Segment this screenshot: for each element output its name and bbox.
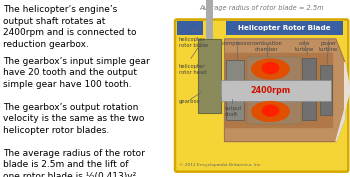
Bar [302,58,316,120]
Bar [226,21,343,35]
Ellipse shape [251,58,290,80]
Text: © 2012 Encyclopædia Britannica, Inc.: © 2012 Encyclopædia Britannica, Inc. [178,163,261,167]
Ellipse shape [254,62,283,78]
Polygon shape [224,39,345,142]
Text: gearbox: gearbox [178,99,200,104]
Ellipse shape [262,104,279,117]
Bar [320,65,332,115]
Ellipse shape [251,101,290,122]
Ellipse shape [254,104,283,120]
Text: The gearbox’s input simple gear
have 20 tooth and the output
simple gear have 10: The gearbox’s input simple gear have 20 … [4,57,150,88]
Bar [177,21,203,35]
Bar [206,0,213,39]
Bar [247,99,301,124]
Polygon shape [336,62,350,142]
Bar [247,57,301,81]
Text: 2400rpm: 2400rpm [250,86,290,95]
Text: helicopter
rotor head: helicopter rotor head [178,64,206,75]
Text: compressor: compressor [222,41,252,46]
Text: The average radius of the rotor
blade is 2.5m and the lift of
one rotor blade is: The average radius of the rotor blade is… [4,149,145,177]
Bar [221,80,330,101]
Text: Helicopter Rotor Blade: Helicopter Rotor Blade [238,25,331,31]
Text: power
turbine: power turbine [319,41,338,52]
Bar [198,39,221,113]
Text: helicopter
rotor blade: helicopter rotor blade [178,37,208,48]
Text: output
shaft: output shaft [224,106,242,117]
Polygon shape [224,53,332,127]
Text: The helicopter’s engine’s
output shaft rotates at
2400rpm and is connected to
re: The helicopter’s engine’s output shaft r… [4,5,137,49]
Bar [221,83,224,97]
Ellipse shape [262,62,279,74]
Text: The gearbox’s output rotation
velocity is the same as the two
helicopter rotor b: The gearbox’s output rotation velocity i… [4,103,145,135]
FancyBboxPatch shape [175,19,348,172]
Text: core
turbine: core turbine [294,41,314,52]
Bar [226,60,244,120]
Text: combustion
chamber: combustion chamber [252,41,282,52]
Text: Average radius of rotor blade = 2.5m: Average radius of rotor blade = 2.5m [199,4,324,11]
